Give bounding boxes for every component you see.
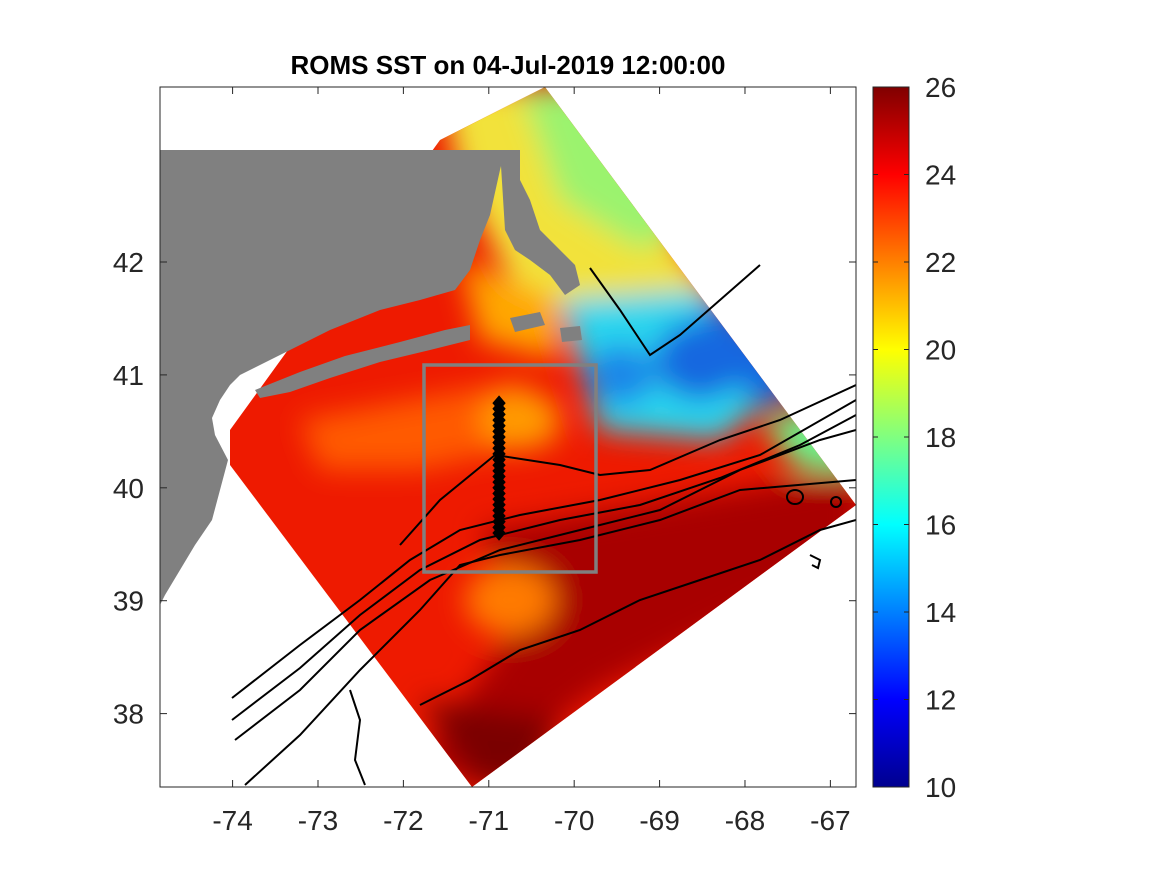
colorbar-tick-label: 22: [925, 247, 956, 278]
colorbar-tick-label: 24: [925, 160, 956, 191]
y-tick-label: 42: [113, 247, 144, 278]
colorbar-ticks: 10 12 14 16 18 20 22 24 26: [873, 72, 956, 803]
colorbar-tick-label: 18: [925, 422, 956, 453]
study-region-box: [422, 363, 598, 574]
long-island: [255, 325, 470, 398]
colorbar-tick-label: 10: [925, 772, 956, 803]
colorbar-tick-label: 20: [925, 335, 956, 366]
islands: [510, 312, 582, 342]
colorbar-tick-label: 14: [925, 597, 956, 628]
x-axis: -74 -73 -72 -71 -70 -69 -68 -67: [212, 87, 851, 836]
y-tick-label: 40: [113, 473, 144, 504]
y-tick-label: 39: [113, 586, 144, 617]
cape-cod: [500, 150, 580, 295]
colorbar-tick-label: 16: [925, 510, 956, 541]
land-mass: [160, 150, 505, 605]
y-tick-label: 38: [113, 699, 144, 730]
x-tick-label: -74: [212, 805, 252, 836]
colorbar: [872, 86, 910, 788]
transect-line: [492, 395, 506, 541]
x-tick-label: -69: [639, 805, 679, 836]
y-axis: 38 39 40 41 42: [113, 247, 856, 730]
axes-frame: [159, 86, 857, 788]
bathymetry-contours: [231, 264, 856, 786]
x-tick-label: -68: [725, 805, 765, 836]
x-tick-label: -70: [554, 805, 594, 836]
x-tick-label: -72: [383, 805, 423, 836]
x-tick-label: -73: [298, 805, 338, 836]
chart-title: ROMS SST on 04-Jul-2019 12:00:00: [291, 50, 726, 80]
colorbar-tick-label: 12: [925, 685, 956, 716]
transect-marker: [492, 395, 506, 411]
x-tick-label: -71: [469, 805, 509, 836]
colorbar-tick-label: 26: [925, 72, 956, 103]
y-tick-label: 41: [113, 360, 144, 391]
x-tick-label: -67: [810, 805, 850, 836]
